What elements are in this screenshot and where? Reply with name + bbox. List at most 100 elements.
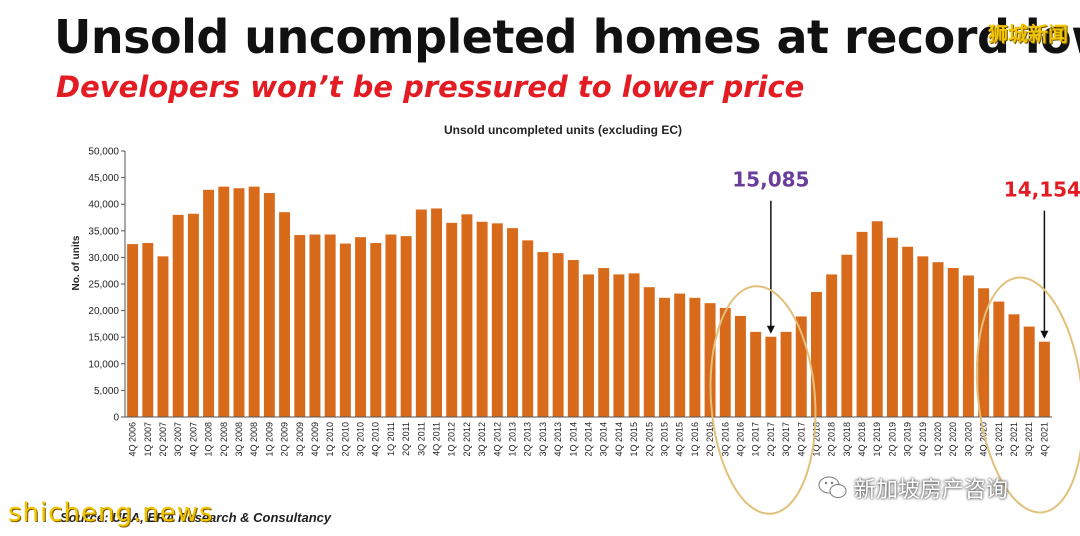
bar xyxy=(491,223,503,417)
x-tick-label: 3Q 2019 xyxy=(903,422,913,457)
x-tick-label: 4Q 2016 xyxy=(735,422,745,457)
x-tick-label: 4Q 2021 xyxy=(1039,422,1049,457)
x-tick-label: 2Q 2012 xyxy=(462,422,472,457)
bar xyxy=(385,234,397,417)
bar xyxy=(628,273,640,417)
bar xyxy=(339,243,351,417)
bar xyxy=(567,260,579,417)
page-title: Unsold uncompleted homes at record low xyxy=(54,10,1080,64)
y-tick-label: 40,000 xyxy=(88,200,119,211)
y-axis-ticks: 0 5,000 10,000 15,000 20,000 25,000 30,000 35,0… xyxy=(88,147,125,424)
bar xyxy=(841,254,853,417)
x-tick-label: 1Q 2015 xyxy=(629,422,639,457)
x-tick-label: 3Q 2008 xyxy=(234,422,244,457)
x-tick-label: 3Q 2010 xyxy=(356,422,366,457)
annotation-arrowhead xyxy=(1040,330,1049,339)
x-tick-label: 1Q 2013 xyxy=(508,422,518,457)
bar xyxy=(871,221,883,417)
x-tick-label: 3Q 2015 xyxy=(659,422,669,457)
bar xyxy=(461,214,473,417)
x-tick-label: 2Q 2014 xyxy=(584,422,594,457)
bar xyxy=(370,243,382,417)
x-tick-label: 3Q 2016 xyxy=(720,422,730,457)
bar xyxy=(522,240,534,417)
x-tick-label: 2Q 2013 xyxy=(523,422,533,457)
x-tick-label: 1Q 2016 xyxy=(690,422,700,457)
highlight-circle-2021 xyxy=(975,276,1080,514)
bar xyxy=(856,231,868,417)
bars-group xyxy=(127,186,1050,417)
x-tick-label: 4Q 2018 xyxy=(857,422,867,457)
x-tick-label: 3Q 2007 xyxy=(173,422,183,457)
bar xyxy=(233,188,245,417)
y-tick-label: 45,000 xyxy=(88,173,119,184)
bar xyxy=(902,246,914,417)
x-tick-label: 4Q 2011 xyxy=(432,422,442,456)
bar xyxy=(780,331,792,417)
bar xyxy=(674,293,686,417)
x-tick-label: 1Q 2010 xyxy=(325,422,335,457)
x-tick-label: 2Q 2008 xyxy=(219,422,229,457)
x-tick-label: 4Q 2020 xyxy=(979,422,989,457)
x-tick-label: 1Q 2019 xyxy=(872,422,882,457)
x-tick-label: 2Q 2017 xyxy=(766,422,776,457)
x-tick-label: 4Q 2013 xyxy=(553,422,563,457)
bar xyxy=(294,235,306,417)
x-tick-label: 3Q 2014 xyxy=(599,422,609,457)
y-tick-label: 30,000 xyxy=(88,253,119,264)
bar xyxy=(187,213,199,417)
watermark-top: 狮城新闻 xyxy=(988,22,1068,46)
x-tick-label: 2Q 2018 xyxy=(827,422,837,457)
chart-title: Unsold uncompleted units (excluding EC) xyxy=(444,123,682,137)
annotation-label: 15,085 xyxy=(732,168,809,192)
x-tick-label: 2Q 2020 xyxy=(948,422,958,457)
bar xyxy=(598,268,610,417)
bar xyxy=(1023,326,1035,417)
x-tick-label: 3Q 2018 xyxy=(842,422,852,457)
x-tick-label: 4Q 2010 xyxy=(371,422,381,457)
x-tick-label: 2Q 2015 xyxy=(644,422,654,457)
x-tick-label: 3Q 2011 xyxy=(416,422,426,456)
x-tick-label: 2Q 2007 xyxy=(158,422,168,457)
bar xyxy=(1008,314,1020,417)
bar xyxy=(750,331,762,417)
bar xyxy=(157,256,169,417)
y-tick-label: 20,000 xyxy=(88,306,119,317)
x-tick-label: 3Q 2009 xyxy=(295,422,305,457)
x-tick-label: 2Q 2019 xyxy=(887,422,897,457)
x-tick-label: 1Q 2021 xyxy=(994,422,1004,457)
bar xyxy=(932,262,944,417)
annotation-arrowhead xyxy=(766,325,775,334)
bar xyxy=(355,237,367,417)
x-tick-label: 4Q 2009 xyxy=(310,422,320,457)
x-axis-labels: 4Q 2006 1Q 2007 2Q 2007 3Q 2007 4Q 2007 1Q 20… xyxy=(128,422,1050,457)
y-axis-label: No. of units xyxy=(71,235,82,290)
x-tick-label: 2Q 2010 xyxy=(340,422,350,457)
wechat-watermark: 新加坡房产咨询 xyxy=(818,472,1008,504)
bar xyxy=(309,234,321,417)
x-tick-label: 1Q 2009 xyxy=(264,422,274,457)
source-note: Source: URA, ERA Research & Consultancy xyxy=(60,510,332,525)
x-tick-label: 2Q 2016 xyxy=(705,422,715,457)
bar xyxy=(993,301,1005,417)
x-tick-label: 4Q 2012 xyxy=(492,422,502,457)
bar xyxy=(659,297,670,417)
bar xyxy=(978,288,990,417)
bar xyxy=(643,287,655,417)
bar xyxy=(415,209,427,417)
wechat-icon xyxy=(818,476,847,498)
page-subtitle: Developers won’t be pressured to lower p… xyxy=(56,70,805,104)
bar xyxy=(734,315,746,417)
x-tick-label: 3Q 2020 xyxy=(963,422,973,457)
x-tick-label: 4Q 2015 xyxy=(675,422,685,457)
x-tick-label: 2Q 2021 xyxy=(1009,422,1019,457)
x-tick-label: 4Q 2006 xyxy=(128,422,138,457)
x-tick-label: 1Q 2017 xyxy=(751,422,761,457)
y-tick-label: 35,000 xyxy=(88,226,119,237)
bar xyxy=(507,228,518,417)
bar xyxy=(795,316,807,417)
bar xyxy=(142,243,154,417)
x-tick-label: 4Q 2007 xyxy=(188,422,198,457)
x-tick-label: 4Q 2017 xyxy=(796,422,806,457)
